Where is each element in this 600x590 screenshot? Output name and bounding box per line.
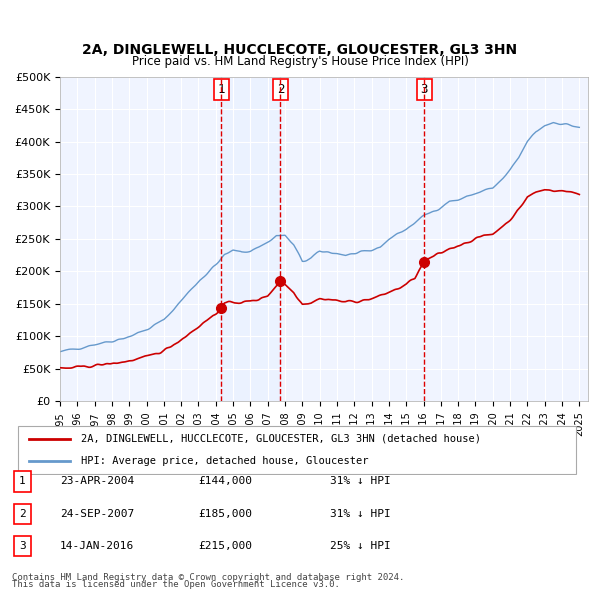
Text: 2A, DINGLEWELL, HUCCLECOTE, GLOUCESTER, GL3 3HN (detached house): 2A, DINGLEWELL, HUCCLECOTE, GLOUCESTER, … (81, 434, 481, 444)
FancyBboxPatch shape (18, 427, 577, 474)
Text: £185,000: £185,000 (198, 509, 252, 519)
Text: 3: 3 (421, 83, 428, 96)
Text: HPI: Average price, detached house, Gloucester: HPI: Average price, detached house, Glou… (81, 456, 368, 466)
Text: 2A, DINGLEWELL, HUCCLECOTE, GLOUCESTER, GL3 3HN: 2A, DINGLEWELL, HUCCLECOTE, GLOUCESTER, … (82, 43, 518, 57)
Text: This data is licensed under the Open Government Licence v3.0.: This data is licensed under the Open Gov… (12, 579, 340, 589)
FancyBboxPatch shape (14, 504, 31, 524)
Text: 31% ↓ HPI: 31% ↓ HPI (330, 509, 391, 519)
Text: 2: 2 (277, 83, 284, 96)
Text: 1: 1 (217, 83, 225, 96)
Text: Price paid vs. HM Land Registry's House Price Index (HPI): Price paid vs. HM Land Registry's House … (131, 55, 469, 68)
FancyBboxPatch shape (14, 471, 31, 491)
Text: 3: 3 (19, 542, 26, 551)
Text: 2: 2 (19, 509, 26, 519)
Text: 31% ↓ HPI: 31% ↓ HPI (330, 477, 391, 486)
Text: 23-APR-2004: 23-APR-2004 (60, 477, 134, 486)
Text: 25% ↓ HPI: 25% ↓ HPI (330, 542, 391, 551)
Bar (221, 77, 280, 401)
Text: 24-SEP-2007: 24-SEP-2007 (60, 509, 134, 519)
Text: 14-JAN-2016: 14-JAN-2016 (60, 542, 134, 551)
Text: £215,000: £215,000 (198, 542, 252, 551)
Text: Contains HM Land Registry data © Crown copyright and database right 2024.: Contains HM Land Registry data © Crown c… (12, 572, 404, 582)
Text: 1: 1 (19, 477, 26, 486)
FancyBboxPatch shape (14, 536, 31, 556)
Text: £144,000: £144,000 (198, 477, 252, 486)
